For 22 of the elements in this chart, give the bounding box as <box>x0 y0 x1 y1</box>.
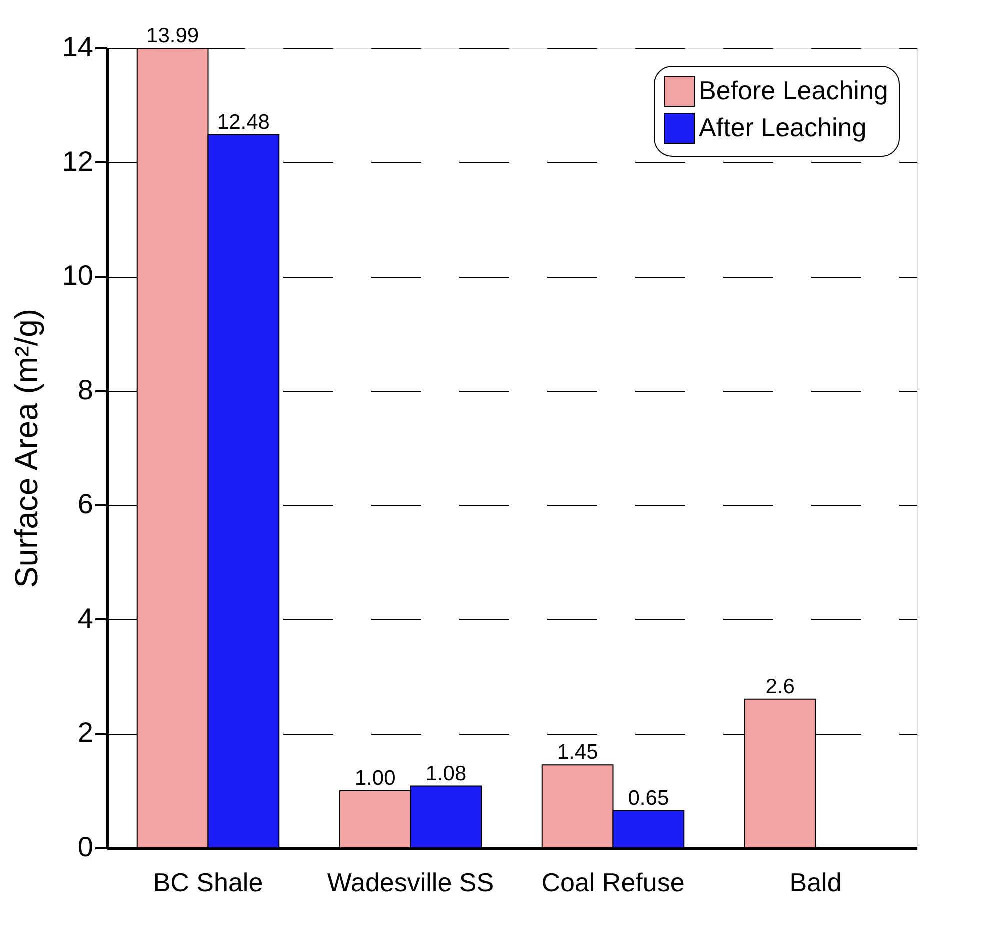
x-tick-label: BC Shale <box>153 868 264 898</box>
y-tick-label: 0 <box>78 832 94 862</box>
data-label: 2.6 <box>766 675 795 698</box>
data-label: 13.99 <box>146 24 200 48</box>
legend-label: After Leaching <box>699 112 867 142</box>
data-label: 1.45 <box>557 741 598 764</box>
data-label: 12.48 <box>217 110 270 134</box>
y-axis-title: Surface Area (m²/g) <box>8 308 44 588</box>
x-tick-label: Coal Refuse <box>542 868 685 898</box>
y-tick-label: 6 <box>78 488 94 520</box>
y-tick-label: 14 <box>62 32 94 62</box>
data-label: 1.08 <box>426 762 467 786</box>
data-label: 1.00 <box>354 766 396 790</box>
y-tick-label: 4 <box>78 602 94 634</box>
legend-label: Before Leaching <box>699 76 888 106</box>
y-tick-label: 8 <box>78 374 94 406</box>
x-tick-label: Wadesville SS <box>327 868 494 898</box>
y-tick-label: 10 <box>62 260 94 292</box>
data-label: 0.65 <box>628 786 670 810</box>
y-tick-label: 2 <box>78 717 94 748</box>
y-tick-label: 12 <box>62 146 94 177</box>
x-tick-label: Bald <box>790 868 842 898</box>
